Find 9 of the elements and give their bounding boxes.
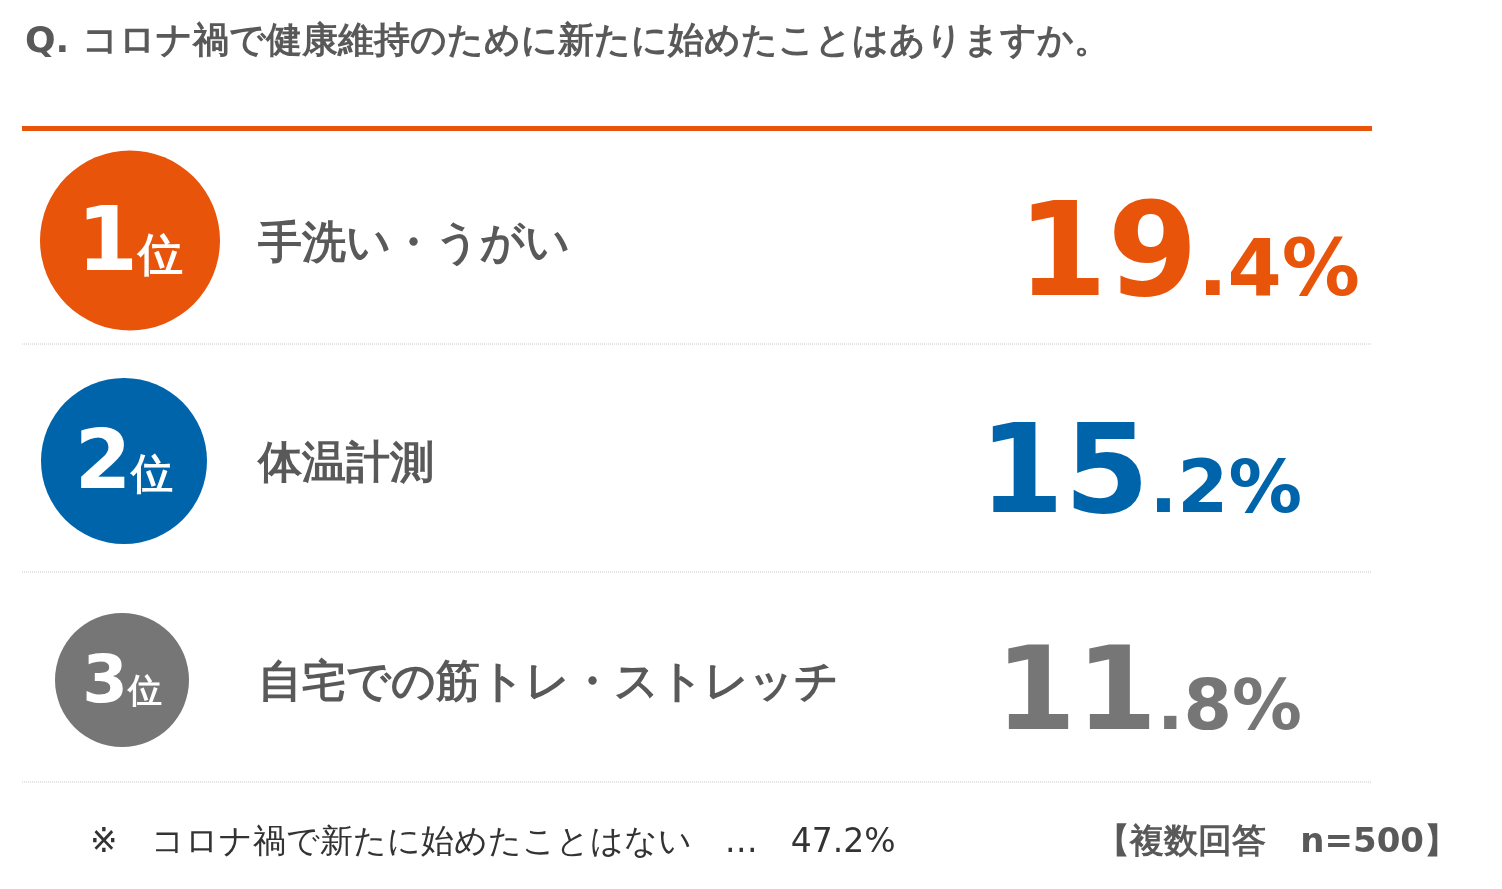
category-label: 手洗い・うがい <box>258 215 570 267</box>
category-label: 自宅での筋トレ・ストレッチ <box>258 655 839 706</box>
text: 【複数回答 n=500】 <box>1096 820 1458 860</box>
text: ※ コロナ禍で新たに始めたことはない … 47.2% <box>90 821 896 860</box>
data-label: 11.8% <box>995 620 1302 756</box>
data-label: 19.4% <box>1017 174 1360 327</box>
category-label: 体温計測 <box>256 436 434 487</box>
text: Q. コロナ禍で健康維持のために新たに始めたことはありますか。 <box>25 19 1110 60</box>
data-label: 15.2% <box>979 398 1302 542</box>
